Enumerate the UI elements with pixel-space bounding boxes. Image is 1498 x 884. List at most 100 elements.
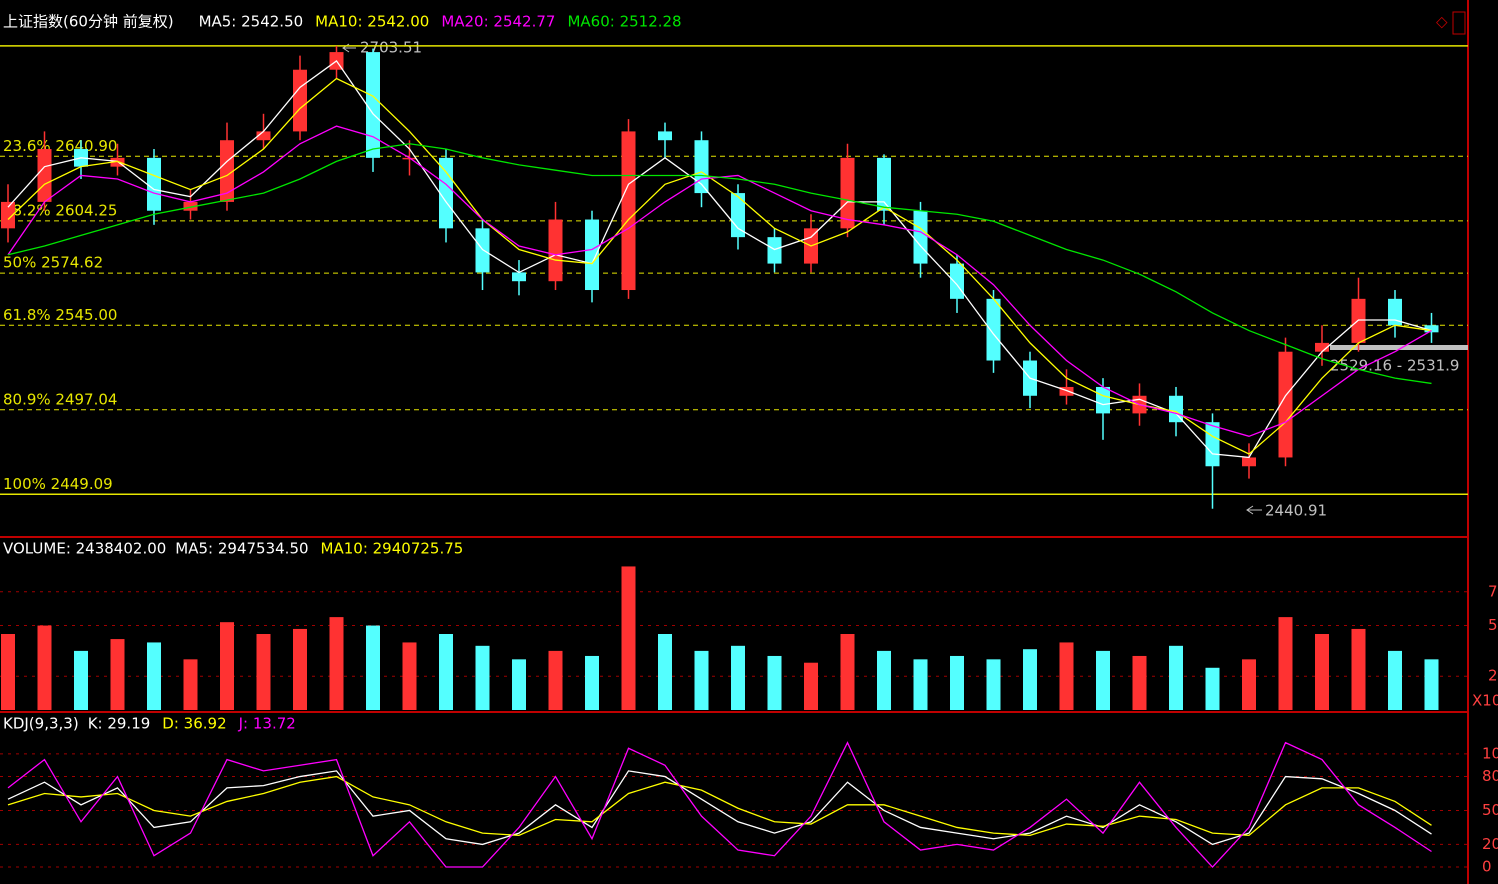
candle-body bbox=[512, 272, 526, 282]
volume-bar bbox=[183, 659, 198, 710]
label-arrows bbox=[342, 43, 1262, 515]
fib-label: 61.8% 2545.00 bbox=[3, 306, 117, 324]
candle-body bbox=[913, 210, 928, 264]
volume-bar bbox=[220, 622, 234, 710]
volume-bar bbox=[840, 634, 855, 710]
volume-bar bbox=[877, 650, 891, 710]
volume-bar bbox=[293, 628, 307, 710]
volume-bar bbox=[1424, 659, 1439, 710]
legend-entry: MA10: 2940725.75 bbox=[321, 540, 464, 558]
candle-body bbox=[1205, 422, 1220, 467]
fib-label: 100% 2449.09 bbox=[3, 475, 113, 493]
kdj-line bbox=[7, 775, 1432, 837]
candle-body bbox=[293, 69, 307, 132]
volume-bar bbox=[1132, 655, 1147, 710]
candle-body bbox=[183, 201, 198, 211]
volume-bar bbox=[147, 642, 161, 710]
volume-bar bbox=[1388, 650, 1402, 710]
volume-bar bbox=[329, 617, 344, 710]
y-tick-label: 5 bbox=[1488, 616, 1498, 634]
y-tick-label: 0 bbox=[1482, 858, 1492, 876]
candle-body bbox=[1096, 386, 1110, 414]
y-tick-label: 80 bbox=[1482, 767, 1498, 785]
volume-bar bbox=[256, 634, 271, 710]
candle-body bbox=[1424, 325, 1439, 333]
volume-bar bbox=[767, 655, 782, 710]
fib-label: 80.9% 2497.04 bbox=[3, 390, 117, 408]
legend-entry: MA20: 2542.77 bbox=[441, 13, 555, 31]
volume-bar bbox=[1, 634, 15, 710]
kdj-title: KDJ(9,3,3) bbox=[3, 715, 79, 733]
candle-body bbox=[621, 131, 636, 291]
diamond-icon[interactable]: ◇ bbox=[1436, 13, 1448, 31]
candle-body bbox=[147, 157, 161, 211]
volume-bar bbox=[1351, 628, 1366, 710]
y-tick-label: 50 bbox=[1482, 801, 1498, 819]
volume-bar bbox=[74, 650, 88, 710]
current-price-bar bbox=[1330, 345, 1468, 350]
candle-body bbox=[585, 219, 599, 291]
legend-entry: K: 29.19 bbox=[88, 715, 151, 733]
volume-bar bbox=[1096, 650, 1110, 710]
candle-body bbox=[1278, 351, 1293, 458]
low-label: 2440.91 bbox=[1265, 502, 1327, 520]
high-label: 2703.51 bbox=[360, 39, 422, 57]
volume-bar bbox=[402, 642, 417, 710]
volume-bar bbox=[1315, 634, 1329, 710]
candle-body bbox=[731, 193, 745, 238]
candle-body bbox=[767, 237, 782, 264]
volume-title: VOLUME: 2438402.00 bbox=[3, 540, 166, 558]
volume-bar bbox=[694, 650, 709, 710]
fib-label: 50% 2574.62 bbox=[3, 254, 103, 272]
volume-bar bbox=[37, 625, 52, 710]
candle-body bbox=[475, 228, 490, 273]
volume-bar bbox=[1059, 642, 1074, 710]
candle-body bbox=[439, 157, 453, 229]
range-label: 2529.16 - 2531.9 bbox=[1330, 357, 1459, 375]
volume-bar bbox=[1205, 667, 1220, 710]
candle-body bbox=[1169, 395, 1183, 423]
volume-bar bbox=[110, 639, 125, 710]
legend-entry: MA10: 2542.00 bbox=[315, 13, 429, 31]
legend-entry: D: 36.92 bbox=[162, 715, 226, 733]
volume-bar bbox=[1242, 659, 1256, 710]
window-button[interactable] bbox=[1452, 11, 1466, 35]
candle-body bbox=[877, 157, 891, 211]
candle-body bbox=[37, 149, 52, 202]
y-tick-label: 2 bbox=[1488, 667, 1498, 685]
chart-title: 上证指数(60分钟 前复权) bbox=[3, 13, 174, 31]
candle-body bbox=[1242, 457, 1256, 467]
candle-body bbox=[366, 52, 380, 158]
candle-body bbox=[986, 298, 1001, 361]
candle-body bbox=[950, 263, 964, 299]
volume-bar bbox=[804, 662, 818, 710]
y-tick-label: 100 bbox=[1482, 744, 1498, 762]
legend-entry: MA5: 2947534.50 bbox=[175, 540, 308, 558]
candle-body bbox=[1351, 298, 1366, 343]
candle-body bbox=[1059, 386, 1074, 396]
volume-bar bbox=[1023, 649, 1037, 710]
volume-bar bbox=[548, 650, 563, 710]
candle-body bbox=[110, 157, 125, 167]
candle-body bbox=[1, 201, 15, 229]
candle-body bbox=[658, 131, 672, 141]
ma-line bbox=[7, 143, 1432, 385]
candle-body bbox=[1388, 298, 1402, 326]
volume-bar bbox=[1169, 645, 1183, 710]
kdj-line bbox=[7, 770, 1432, 846]
candle-body bbox=[220, 140, 234, 202]
legend-entry: MA60: 2512.28 bbox=[567, 13, 681, 31]
ma-line bbox=[7, 59, 1432, 459]
volume-unit: X10 bbox=[1472, 692, 1498, 710]
volume-bar bbox=[1278, 617, 1293, 710]
y-tick-label: 20 bbox=[1482, 835, 1498, 853]
candle-body bbox=[256, 131, 271, 141]
volume-bar bbox=[950, 655, 964, 710]
fib-label: 38.2% 2604.25 bbox=[3, 201, 117, 219]
volume-bar bbox=[913, 659, 928, 710]
y-tick-label: 7 bbox=[1488, 582, 1498, 600]
volume-bar bbox=[986, 659, 1001, 710]
legend-entry: MA5: 2542.50 bbox=[199, 13, 304, 31]
volume-bar bbox=[439, 634, 453, 710]
